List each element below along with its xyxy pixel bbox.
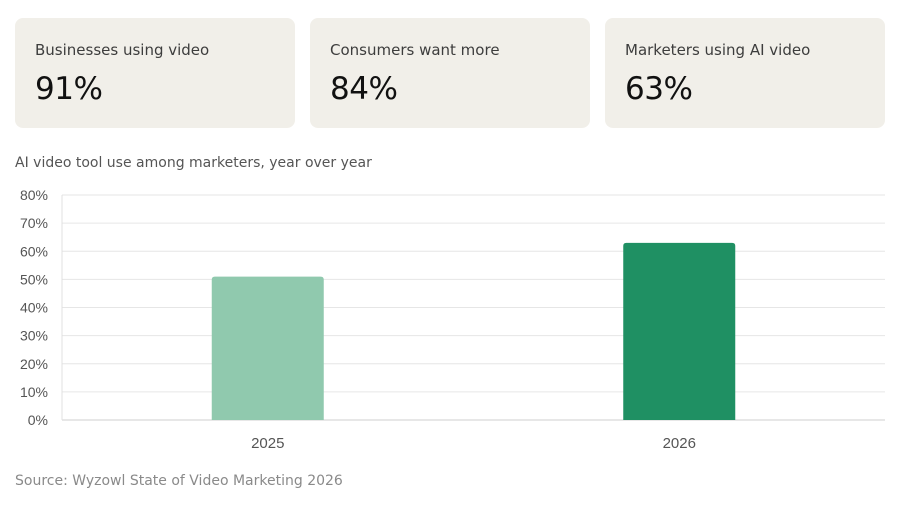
stat-cards: Businesses using video 91% Consumers wan… [15,18,885,128]
y-tick-label: 20% [20,356,48,372]
y-tick-label: 0% [28,412,48,428]
x-tick-label: 2026 [663,435,696,452]
stat-value: 63% [625,71,693,107]
chart-title: AI video tool use among marketers, year … [15,155,372,171]
source-note: Source: Wyzowl State of Video Marketing … [15,473,343,489]
stat-card-marketers: Marketers using AI video 63% [605,18,885,128]
stat-card-consumers: Consumers want more 84% [310,18,590,128]
stat-label: Marketers using AI video [625,41,811,59]
stat-label: Consumers want more [330,41,500,59]
y-tick-label: 10% [20,384,48,400]
bar-chart: 0% 10% 20% 30% 40% 50% 60% 70% 80% 2025 2026 [20,187,885,452]
bar-2025 [211,276,324,420]
stat-value: 91% [35,71,103,107]
y-tick-label: 30% [20,328,48,344]
bar-2026 [623,242,736,420]
y-tick-label: 40% [20,300,48,316]
y-tick-label: 50% [20,271,48,287]
stat-label: Businesses using video [35,41,210,59]
stat-value: 84% [330,71,398,107]
y-tick-label: 70% [20,215,48,231]
y-tick-label: 80% [20,187,48,203]
x-tick-label: 2025 [251,435,284,452]
y-tick-label: 60% [20,243,48,259]
stat-card-businesses: Businesses using video 91% [15,18,295,128]
